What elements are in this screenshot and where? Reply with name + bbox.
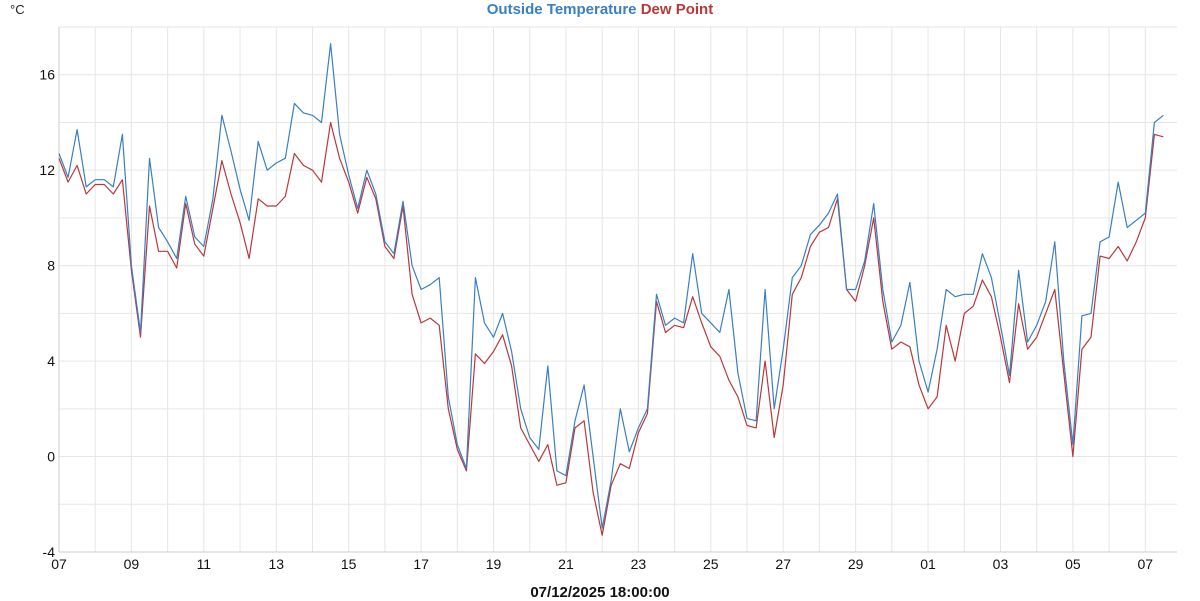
x-tick-label: 13 [268, 556, 284, 572]
series-line-outside-temperature [58, 43, 1164, 529]
y-axis-unit: °C [10, 2, 25, 17]
x-axis-label: 07/12/2025 18:00:00 [530, 584, 670, 601]
y-tick-label: 8 [47, 258, 55, 274]
x-tick-label: 29 [848, 556, 864, 572]
x-tick-label: 11 [197, 556, 212, 572]
x-tick-label: 03 [993, 556, 1009, 572]
x-tick-label: 01 [920, 556, 936, 572]
y-tick-label: 16 [39, 67, 55, 83]
y-tick-label: -4 [43, 544, 56, 560]
y-tick-label: 12 [39, 162, 55, 178]
x-tick-label: 17 [413, 556, 429, 572]
x-tick-label: 15 [341, 556, 357, 572]
x-tick-label: 19 [486, 556, 502, 572]
x-tick-label: 07 [51, 556, 67, 572]
x-tick-label: 09 [124, 556, 140, 572]
x-tick-label: 21 [558, 556, 574, 572]
y-tick-label: 0 [47, 449, 55, 465]
legend-dew-point[interactable]: Dew Point [640, 1, 714, 18]
legend-outside-temperature[interactable]: Outside Temperature [486, 1, 637, 18]
x-tick-label: 23 [631, 556, 647, 572]
x-tick-label: 25 [703, 556, 719, 572]
x-tick-label: 05 [1065, 556, 1081, 572]
x-tick-label: 07 [1138, 556, 1154, 572]
x-tick-label: 27 [775, 556, 791, 572]
chart-title: Outside Temperature Dew Point [0, 1, 1200, 18]
y-tick-label: 4 [47, 353, 55, 369]
series-line-dew-point [58, 121, 1164, 536]
